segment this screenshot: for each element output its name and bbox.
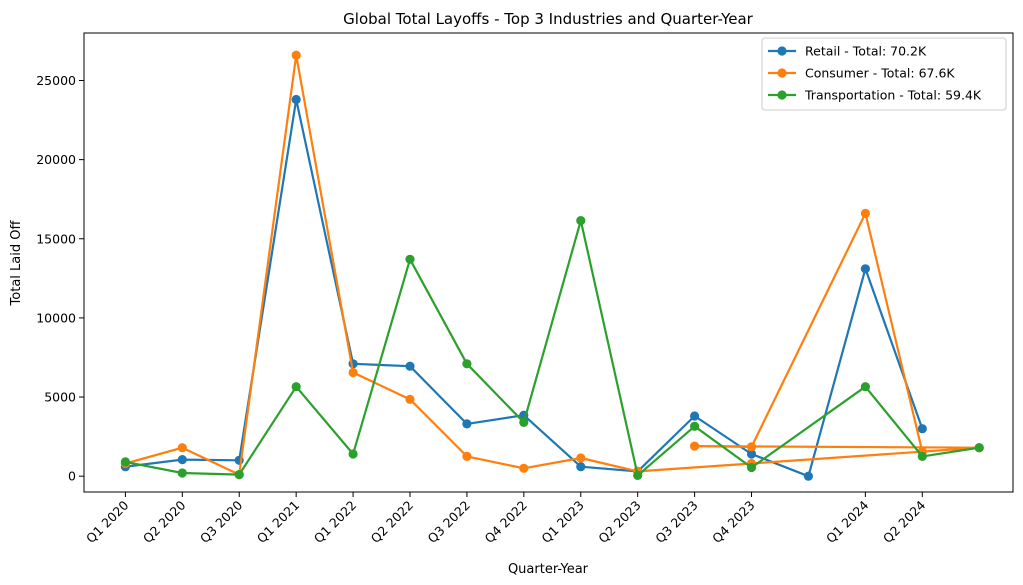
x-tick-label-11: Q4 2023: [709, 498, 757, 546]
y-axis-label: Total Laid Off: [9, 220, 24, 307]
y-tick-label-0: 0: [68, 469, 76, 484]
series-0-point-12: [803, 471, 814, 481]
legend: Retail - Total: 70.2K Consumer - Total: 6…: [761, 37, 1007, 111]
series-1-point-5: [405, 394, 415, 404]
series-line-1: [125, 54, 981, 476]
series-2-point-0: [120, 457, 130, 467]
x-tick-label-0: Q1 2020: [83, 497, 132, 546]
series-1-point-12: [690, 441, 700, 451]
series-1-point-7: [519, 463, 529, 473]
series-line-2: [125, 219, 980, 477]
series-0-point-14: [917, 424, 927, 434]
y-tick-label-4: 20000: [36, 152, 76, 167]
series-2-point-11: [746, 462, 757, 473]
x-tick-label-3: Q1 2021: [254, 498, 302, 546]
series-0-point-6: [462, 419, 472, 429]
series-2-point-9: [633, 470, 643, 480]
x-tick-label-1: Q2 2020: [140, 497, 189, 546]
series-1: [120, 50, 984, 480]
series-0-point-5: [405, 361, 415, 371]
legend-marker-1: [777, 68, 787, 78]
series-0-point-1: [177, 455, 187, 465]
legend-box: [761, 37, 1007, 111]
series-1-point-14: [860, 208, 871, 218]
series-2-point-7: [519, 417, 529, 427]
series-2-point-12: [860, 382, 871, 392]
series-2-point-13: [917, 451, 927, 461]
x-tick-label-7: Q4 2022: [481, 498, 529, 546]
chart-title: Global Total Layoffs - Top 3 Industries …: [343, 10, 754, 28]
legend-label-1: Consumer - Total: 67.6K: [805, 66, 955, 81]
series-0-point-10: [690, 411, 700, 421]
legend-marker-2: [777, 90, 787, 100]
series-2-point-3: [291, 382, 301, 392]
x-tick-label-4: Q1 2022: [311, 498, 359, 546]
series-1-point-1: [177, 443, 187, 453]
x-tick-label-5: Q2 2022: [368, 498, 416, 546]
series-1-point-8: [576, 453, 586, 463]
series-0-point-11: [746, 449, 757, 459]
series-1-point-13: [746, 442, 757, 452]
x-tick-label-6: Q3 2022: [425, 498, 473, 546]
series-2-point-10: [690, 421, 700, 431]
series-layer: [120, 50, 984, 481]
legend-label-0: Retail - Total: 70.2K: [805, 44, 927, 59]
legend-label-2: Transportation - Total: 59.4K: [804, 88, 982, 103]
x-tick-label-13: Q2 2024: [880, 497, 929, 546]
series-0-point-8: [576, 462, 586, 472]
x-tick-label-2: Q3 2020: [197, 497, 246, 546]
series-2-point-2: [234, 470, 244, 480]
x-tick-label-12: Q1 2024: [823, 497, 872, 546]
y-tick-label-2: 10000: [36, 310, 76, 325]
series-2: [120, 216, 984, 480]
series-1-point-6: [462, 451, 472, 461]
series-2-point-4: [348, 449, 358, 459]
plot-frame: [83, 32, 1014, 493]
series-0-point-13: [860, 264, 871, 274]
y-tick-label-3: 15000: [36, 231, 76, 246]
series-2-point-6: [462, 359, 472, 369]
x-tick-label-9: Q2 2023: [595, 498, 643, 546]
series-1-point-3: [291, 50, 301, 60]
x-tick-label-10: Q3 2023: [652, 498, 700, 546]
y-tick-label-5: 25000: [36, 73, 76, 88]
x-tick-label-8: Q1 2023: [538, 498, 586, 546]
legend-marker-0: [777, 46, 787, 56]
series-2-point-14: [974, 443, 984, 453]
series-2-point-8: [576, 216, 586, 226]
y-tick-label-1: 5000: [44, 390, 76, 405]
series-2-point-1: [177, 468, 187, 478]
series-1-point-4: [348, 367, 358, 378]
x-axis-label: Quarter-Year: [508, 562, 589, 577]
series-0-point-3: [291, 94, 301, 105]
series-2-point-5: [405, 254, 415, 264]
